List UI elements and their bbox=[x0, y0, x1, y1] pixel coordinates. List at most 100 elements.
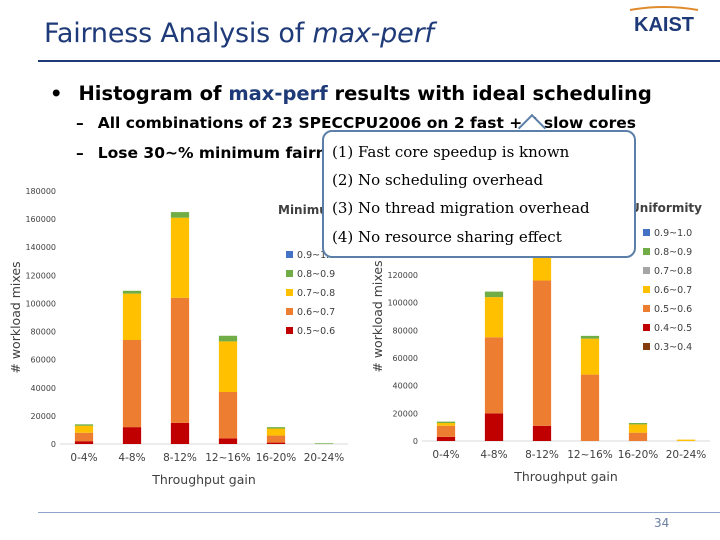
fairness-legend-swatch bbox=[286, 251, 293, 258]
fairness-legend-swatch bbox=[286, 270, 293, 277]
uniformity-legend-swatch bbox=[643, 248, 650, 255]
fairness-bar-segment bbox=[218, 391, 238, 439]
uniformity-legend-label: 0.9~1.0 bbox=[654, 228, 692, 239]
uniformity-bar-segment bbox=[532, 280, 552, 426]
fairness-bar-segment bbox=[170, 212, 190, 218]
title-italic: max-perf bbox=[312, 18, 434, 49]
title-prefix: Fairness Analysis of bbox=[44, 18, 313, 49]
fairness-legend-label: 0.8~0.9 bbox=[297, 269, 335, 280]
callout-item-4: (4) No resource sharing effect bbox=[332, 228, 562, 246]
uniformity-bar-segment bbox=[436, 421, 456, 424]
uniformity-legend-swatch bbox=[643, 286, 650, 293]
uniformity-x-tick: 12~16% bbox=[567, 449, 613, 461]
fairness-bar-segment bbox=[122, 290, 142, 294]
fairness-bar-segment bbox=[266, 427, 286, 429]
main-bullet: • Histogram of max-perf results with idea… bbox=[50, 82, 652, 105]
fairness-x-label: Throughput gain bbox=[151, 472, 256, 487]
fairness-x-tick: 0-4% bbox=[70, 452, 97, 464]
uniformity-legend-label: 0.7~0.8 bbox=[654, 266, 692, 277]
fairness-bar-segment bbox=[74, 424, 94, 426]
uniformity-x-label: Throughput gain bbox=[513, 469, 618, 484]
uniformity-y-tick: 20000 bbox=[393, 409, 418, 418]
fairness-bar-segment bbox=[170, 422, 190, 444]
uniformity-y-tick: 120000 bbox=[387, 271, 418, 280]
fairness-x-tick: 20-24% bbox=[304, 452, 345, 464]
callout-item-3: (3) No thread migration overhead bbox=[332, 199, 590, 217]
fairness-bar-segment bbox=[218, 438, 238, 444]
fairness-bar-segment bbox=[266, 442, 286, 444]
uniformity-legend-label: 0.6~0.7 bbox=[654, 285, 692, 296]
uniformity-legend-swatch bbox=[643, 229, 650, 236]
uniformity-bar-segment bbox=[532, 425, 552, 441]
uniformity-x-tick: 0-4% bbox=[432, 449, 459, 461]
footer-divider bbox=[38, 512, 720, 513]
page-number: 34 bbox=[654, 516, 670, 530]
uniformity-x-tick: 4-8% bbox=[480, 449, 507, 461]
uniformity-y-tick: 80000 bbox=[393, 326, 418, 335]
bullet-part1: Histogram of bbox=[78, 82, 229, 105]
uniformity-legend-swatch bbox=[643, 343, 650, 350]
fairness-y-tick: 100000 bbox=[25, 299, 56, 308]
bullet-highlight: max-perf bbox=[228, 82, 328, 105]
uniformity-legend-label: 0.5~0.6 bbox=[654, 304, 692, 315]
uniformity-bar-segment bbox=[436, 436, 456, 441]
uniformity-y-tick: 100000 bbox=[387, 299, 418, 308]
fairness-legend-label: 0.6~0.7 bbox=[297, 307, 335, 318]
uniformity-bar-segment bbox=[580, 335, 600, 339]
fairness-bar-segment bbox=[218, 341, 238, 392]
uniformity-chart: 0 20000 40000 60000 80000 100000 120000 0-4% 4-8… bbox=[370, 201, 710, 484]
sub-bullet-1: – All combinations of 23 SPECCPU2006 on 2… bbox=[76, 114, 636, 132]
assumptions-callout bbox=[322, 130, 636, 258]
fairness-legend-swatch bbox=[286, 289, 293, 296]
uniformity-bar-segment bbox=[484, 291, 504, 298]
uniformity-bar-segment bbox=[532, 252, 552, 281]
fairness-bar-segment bbox=[122, 339, 142, 428]
fairness-y-tick: 60000 bbox=[31, 356, 56, 365]
fairness-bar-segment bbox=[74, 441, 94, 444]
uniformity-legend-swatch bbox=[643, 324, 650, 331]
fairness-y-tick: 40000 bbox=[31, 384, 56, 393]
logo-text: KAIST bbox=[634, 14, 694, 36]
fairness-y-tick: 180000 bbox=[25, 187, 56, 196]
uniformity-legend-swatch bbox=[643, 267, 650, 274]
fairness-y-tick: 120000 bbox=[25, 271, 56, 280]
uniformity-x-tick: 20-24% bbox=[666, 449, 707, 461]
sub-bullet-2: – Lose 30~% minimum fairness bbox=[76, 144, 356, 162]
uniformity-bar-segment bbox=[436, 423, 456, 426]
fairness-bar-segment bbox=[266, 428, 286, 436]
uniformity-bar-segment bbox=[628, 424, 648, 433]
uniformity-y-tick: 0 bbox=[413, 437, 418, 446]
bullet-part2: results with ideal scheduling bbox=[327, 82, 652, 105]
fairness-legend-label: 0.9~1.0 bbox=[297, 250, 335, 261]
fairness-bar-segment bbox=[170, 297, 190, 423]
sub-bullet-1-text: All combinations of 23 SPECCPU2006 on 2 … bbox=[97, 114, 636, 132]
fairness-legend-swatch bbox=[286, 308, 293, 315]
fairness-y-label: # workload mixes bbox=[8, 261, 23, 373]
title-divider bbox=[38, 60, 720, 62]
uniformity-title: Uniformity bbox=[630, 201, 702, 215]
fairness-legend-swatch bbox=[286, 327, 293, 334]
kaist-logo: KAIST bbox=[629, 6, 699, 36]
fairness-bar-segment bbox=[74, 432, 94, 442]
fairness-x-tick: 8-12% bbox=[163, 452, 197, 464]
fairness-bar-segment bbox=[74, 425, 94, 433]
uniformity-y-tick: 40000 bbox=[393, 382, 418, 391]
uniformity-bar-segment bbox=[436, 425, 456, 437]
uniformity-bar-segment bbox=[628, 423, 648, 425]
fairness-y-tick: 140000 bbox=[25, 243, 56, 252]
fairness-bar-segment bbox=[266, 435, 286, 443]
fairness-legend-label: 0.7~0.8 bbox=[297, 288, 335, 299]
uniformity-bar-segment bbox=[628, 432, 648, 441]
fairness-y-tick: 160000 bbox=[25, 215, 56, 224]
sub-bullet-2-text: Lose 30~% minimum fairness bbox=[97, 144, 356, 162]
uniformity-bar-segment bbox=[484, 413, 504, 441]
callout-item-1: (1) Fast core speedup is known bbox=[332, 143, 570, 161]
uniformity-legend-label: 0.3~0.4 bbox=[654, 342, 692, 353]
fairness-y-tick: 80000 bbox=[31, 328, 56, 337]
fairness-bar-segment bbox=[218, 335, 238, 342]
fairness-bar-segment bbox=[170, 217, 190, 298]
fairness-bar-segment bbox=[122, 427, 142, 444]
uniformity-x-tick: 8-12% bbox=[525, 449, 559, 461]
uniformity-bar-segment bbox=[580, 374, 600, 441]
uniformity-bar-segment bbox=[580, 338, 600, 375]
